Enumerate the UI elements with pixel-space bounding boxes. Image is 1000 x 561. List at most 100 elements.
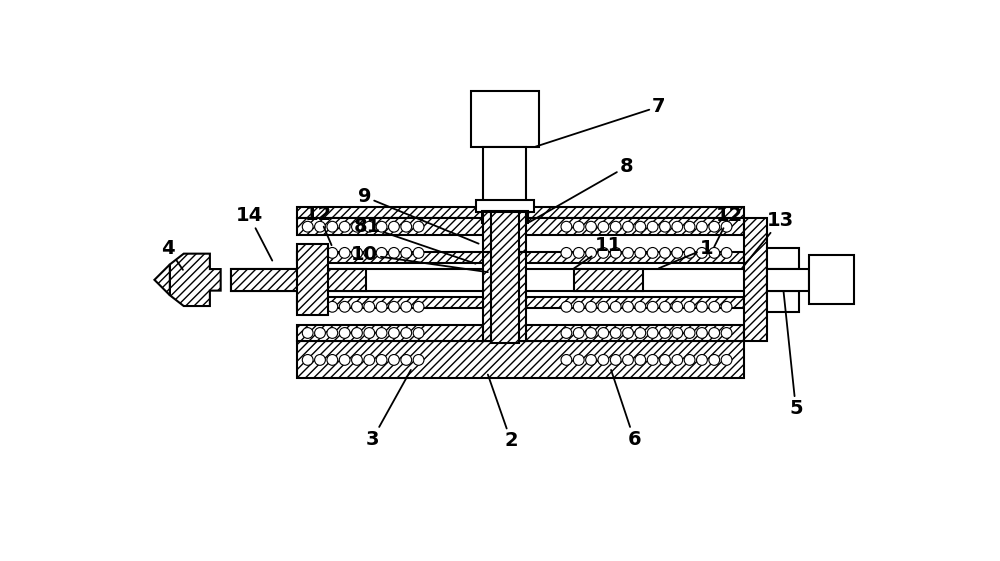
Text: 81: 81 — [354, 217, 476, 264]
Circle shape — [610, 301, 621, 312]
Circle shape — [598, 222, 609, 232]
Circle shape — [364, 247, 375, 258]
Circle shape — [389, 328, 399, 338]
Circle shape — [339, 222, 350, 232]
Circle shape — [413, 328, 424, 338]
Circle shape — [302, 328, 313, 338]
Circle shape — [586, 247, 596, 258]
Circle shape — [401, 301, 412, 312]
Circle shape — [339, 328, 350, 338]
Circle shape — [389, 247, 399, 258]
Circle shape — [364, 355, 375, 365]
Circle shape — [561, 328, 572, 338]
Circle shape — [561, 247, 572, 258]
Circle shape — [697, 355, 707, 365]
Circle shape — [684, 355, 695, 365]
Circle shape — [623, 222, 633, 232]
Circle shape — [352, 301, 362, 312]
Text: 10: 10 — [351, 245, 488, 272]
Circle shape — [376, 222, 387, 232]
Circle shape — [401, 222, 412, 232]
Circle shape — [401, 355, 412, 365]
Circle shape — [573, 355, 584, 365]
Circle shape — [721, 247, 732, 258]
Circle shape — [623, 328, 633, 338]
Polygon shape — [483, 252, 494, 342]
Polygon shape — [297, 218, 744, 235]
Circle shape — [315, 301, 325, 312]
Circle shape — [709, 247, 720, 258]
Polygon shape — [231, 269, 301, 291]
Circle shape — [364, 222, 375, 232]
Circle shape — [647, 355, 658, 365]
Circle shape — [352, 328, 362, 338]
Circle shape — [327, 355, 338, 365]
Circle shape — [302, 247, 313, 258]
Circle shape — [623, 301, 633, 312]
Circle shape — [635, 328, 646, 338]
Circle shape — [709, 301, 720, 312]
Circle shape — [389, 301, 399, 312]
Circle shape — [709, 222, 720, 232]
Circle shape — [376, 328, 387, 338]
Text: 3: 3 — [366, 370, 411, 449]
Circle shape — [401, 247, 412, 258]
Polygon shape — [767, 269, 809, 291]
Circle shape — [364, 301, 375, 312]
Polygon shape — [494, 218, 516, 252]
Polygon shape — [231, 269, 759, 291]
Text: 7: 7 — [536, 97, 666, 146]
Circle shape — [376, 301, 387, 312]
Polygon shape — [767, 247, 799, 269]
Circle shape — [573, 247, 584, 258]
Circle shape — [586, 301, 596, 312]
Circle shape — [697, 222, 707, 232]
Text: 1: 1 — [659, 239, 713, 268]
Circle shape — [561, 222, 572, 232]
Polygon shape — [297, 342, 744, 379]
Circle shape — [598, 355, 609, 365]
Circle shape — [660, 328, 670, 338]
Polygon shape — [483, 146, 526, 203]
Circle shape — [598, 247, 609, 258]
Circle shape — [660, 222, 670, 232]
Circle shape — [721, 355, 732, 365]
Circle shape — [413, 355, 424, 365]
Circle shape — [709, 355, 720, 365]
Circle shape — [352, 355, 362, 365]
Circle shape — [315, 222, 325, 232]
Text: 14: 14 — [236, 206, 272, 261]
Circle shape — [586, 328, 596, 338]
Circle shape — [401, 328, 412, 338]
Text: 5: 5 — [784, 291, 803, 418]
Polygon shape — [491, 212, 519, 343]
Circle shape — [721, 301, 732, 312]
Circle shape — [660, 355, 670, 365]
Circle shape — [672, 222, 683, 232]
Polygon shape — [297, 297, 744, 307]
Circle shape — [586, 355, 596, 365]
Polygon shape — [471, 91, 539, 146]
Circle shape — [413, 301, 424, 312]
Polygon shape — [516, 252, 526, 342]
Polygon shape — [767, 291, 799, 312]
Polygon shape — [574, 269, 643, 291]
Circle shape — [327, 222, 338, 232]
Circle shape — [635, 301, 646, 312]
Polygon shape — [476, 200, 534, 212]
Text: 8: 8 — [529, 157, 633, 222]
Polygon shape — [516, 212, 526, 252]
Circle shape — [327, 301, 338, 312]
Circle shape — [315, 247, 325, 258]
Circle shape — [684, 247, 695, 258]
Polygon shape — [482, 210, 528, 223]
Polygon shape — [154, 264, 170, 295]
Circle shape — [561, 355, 572, 365]
Text: 12: 12 — [714, 206, 743, 247]
Circle shape — [697, 301, 707, 312]
Circle shape — [389, 355, 399, 365]
Polygon shape — [809, 255, 854, 305]
Text: 11: 11 — [574, 236, 622, 268]
Circle shape — [672, 247, 683, 258]
Circle shape — [561, 301, 572, 312]
